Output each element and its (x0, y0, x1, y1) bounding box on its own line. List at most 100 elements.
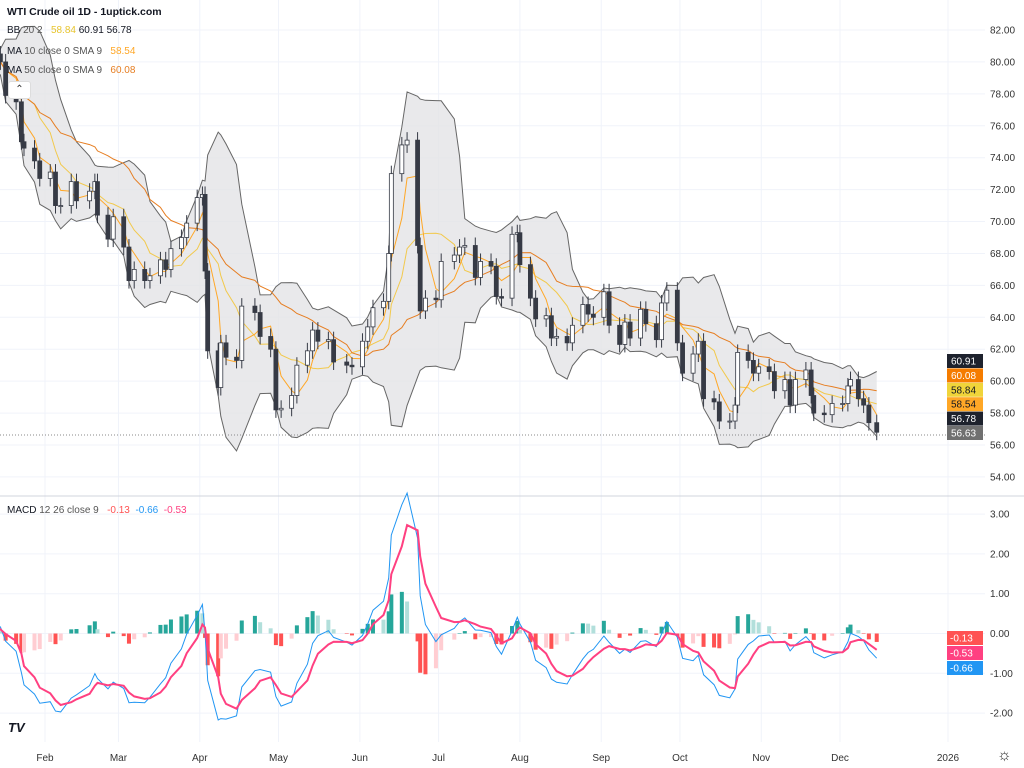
macd-histogram-bar (279, 633, 284, 647)
candle (32, 147, 37, 162)
candle (695, 340, 701, 355)
candle (184, 222, 190, 238)
macd-histogram-bar (399, 591, 404, 634)
candle (855, 379, 861, 400)
price-badge (947, 354, 983, 368)
candle (527, 264, 533, 299)
candle (478, 261, 483, 278)
candle (399, 144, 405, 175)
price-badge-label: 58.84 (951, 385, 976, 396)
price-badge-label: 60.91 (951, 357, 976, 368)
candle (659, 302, 664, 341)
macd-histogram-bar (845, 627, 850, 634)
macd-histogram-bar (405, 601, 410, 634)
candle (147, 275, 153, 281)
x-tick-label: Feb (36, 753, 54, 764)
bb-lower-value: 56.78 (106, 25, 132, 36)
candle (664, 289, 670, 304)
candle (315, 329, 321, 342)
macd-histogram-bar (168, 619, 173, 634)
candle (772, 371, 777, 392)
y-tick-label: 64.00 (990, 313, 1015, 324)
macd-histogram-bar (712, 633, 717, 648)
candle (462, 245, 468, 248)
macd-histogram-bar (19, 633, 24, 653)
macd-histogram-bar (680, 633, 685, 648)
x-tick-label: Mar (110, 753, 128, 764)
collapse-legend-button[interactable]: ⌃ (8, 81, 31, 99)
x-tick-label: Jun (352, 753, 368, 764)
candle (268, 336, 274, 350)
macd-histogram-bar (638, 628, 643, 634)
ma50-params: 50 close 0 SMA 9 (24, 65, 103, 76)
candle (653, 323, 659, 341)
macd-badge (947, 646, 983, 660)
macd-histogram-bar (607, 629, 612, 634)
y-tick-label: 74.00 (990, 153, 1015, 164)
candle (404, 139, 410, 146)
candle (543, 315, 549, 320)
candle (158, 259, 163, 277)
macd-histogram-bar (258, 622, 263, 634)
macd-histogram-bar (733, 633, 738, 635)
macd-histogram-bar (622, 633, 627, 634)
x-tick-label: Sep (592, 753, 610, 764)
ma10-params: 10 close 0 SMA 9 (24, 46, 103, 57)
gear-icon[interactable]: ☼ (997, 747, 1012, 764)
y-tick-label: 62.00 (990, 345, 1015, 356)
candle (821, 412, 827, 416)
candle (168, 248, 174, 270)
candle (87, 190, 93, 202)
macd-histogram-bar (691, 633, 696, 644)
candle (590, 313, 596, 318)
y-tick-label: 70.00 (990, 217, 1015, 228)
candle (68, 181, 74, 206)
candle (370, 307, 376, 328)
candle (18, 101, 24, 143)
candle (874, 422, 880, 433)
candle (344, 361, 350, 366)
candle (457, 246, 462, 256)
macd-histogram-bar (654, 633, 659, 635)
price-badge (947, 368, 983, 383)
y-tick-label: 76.00 (990, 121, 1015, 132)
candle (569, 324, 575, 344)
macd-histogram-bar (473, 633, 478, 640)
macd-histogram-bar (92, 621, 97, 634)
x-tick-label: Jul (432, 753, 445, 764)
candle (622, 321, 628, 345)
chevron-up-icon: ⌃ (15, 84, 24, 95)
macd-histogram-bar (767, 626, 772, 634)
macd-histogram-bar (664, 621, 669, 634)
macd-histogram-bar (659, 626, 664, 634)
candle (690, 353, 696, 374)
macd-histogram-bar (861, 633, 866, 634)
x-tick-label: Aug (511, 753, 529, 764)
candle (21, 141, 27, 149)
macd-histogram-bar (586, 623, 591, 634)
ma10-label: MA (7, 46, 22, 57)
macd-histogram-bar (840, 633, 845, 634)
candle (606, 291, 612, 326)
candle (37, 160, 43, 179)
macd-histogram-bar (874, 633, 879, 642)
x-tick-label: 2026 (937, 753, 960, 764)
candle (451, 254, 457, 262)
macd-histogram-bar (415, 633, 420, 642)
tradingview-logo[interactable]: TV (8, 720, 25, 735)
y-tick-label: 78.00 (990, 89, 1015, 100)
macd-histogram-bar (252, 615, 257, 634)
macd-histogram-bar (643, 629, 648, 634)
macd-histogram-bar (866, 633, 871, 640)
candle (548, 315, 554, 339)
macd-histogram-bar (142, 633, 147, 638)
candle (47, 171, 53, 179)
bb-legend: BB 20 2 58.84 60.91 56.78 (7, 25, 132, 36)
macd-histogram-bar (528, 633, 533, 643)
candle (53, 171, 58, 206)
macd-histogram-bar (809, 633, 814, 634)
macd-y-tick-label: -1.00 (990, 669, 1013, 680)
macd-histogram-bar (822, 633, 827, 641)
candle (381, 300, 386, 309)
